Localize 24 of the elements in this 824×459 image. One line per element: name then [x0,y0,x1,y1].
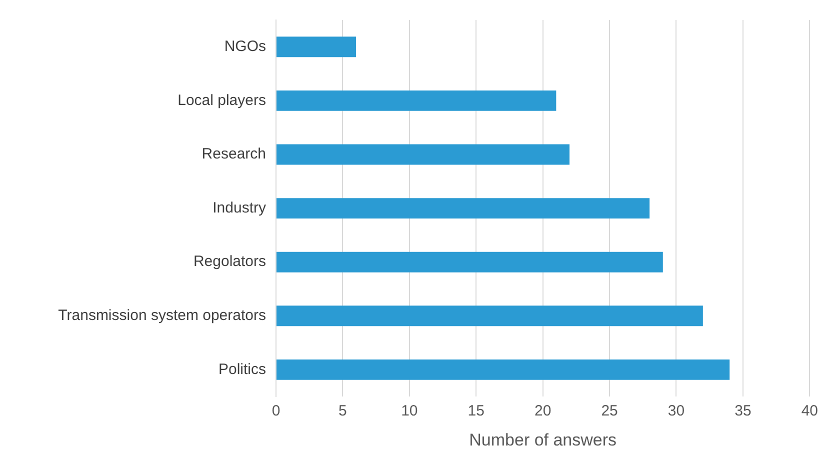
bar [276,252,663,272]
y-tick-label: Research [202,146,266,163]
x-tick-label: 0 [272,402,280,420]
x-tick-label: 30 [668,402,685,420]
x-tick-label: 40 [801,402,818,420]
x-tick-label: 10 [401,402,418,420]
x-tick-label: 25 [601,402,618,420]
y-tick-label: Politics [218,360,266,378]
y-tick-label: Transmission system operators [58,307,266,324]
x-tick-label: 5 [338,402,347,420]
bar [276,359,730,380]
x-tick-label: 35 [734,402,752,420]
bar [276,144,570,165]
x-tick-label: 15 [468,402,484,420]
x-tick-label: 20 [534,402,552,420]
y-tick-label: Industry [212,199,266,216]
bar [276,36,356,58]
x-axis-title: Number of answers [469,430,617,450]
y-tick-label: NGOs [224,38,266,56]
bar [276,198,650,219]
bar [276,90,556,111]
y-tick-label: Regolators [193,253,266,270]
y-tick-label: Local players [178,92,266,109]
bar [276,306,703,326]
